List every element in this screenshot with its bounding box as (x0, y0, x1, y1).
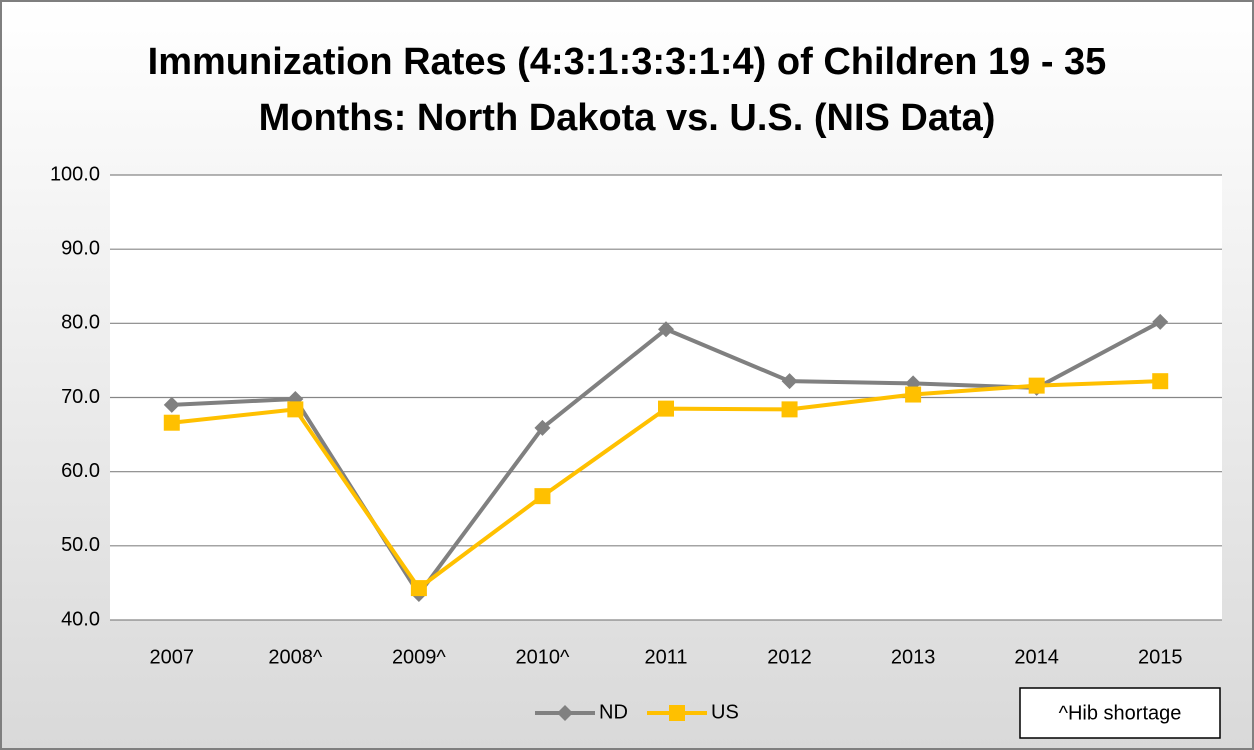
x-tick-label: 2007 (150, 646, 195, 668)
x-tick-label: 2013 (891, 646, 936, 668)
marker (1152, 313, 1169, 330)
x-tick-label: 2009^ (392, 646, 446, 668)
legend-label: US (711, 701, 739, 723)
marker (163, 414, 180, 431)
x-tick-label: 2010^ (515, 646, 569, 668)
marker (1028, 377, 1045, 394)
marker (163, 396, 180, 413)
marker (410, 580, 427, 597)
y-tick-label: 90.0 (61, 237, 100, 259)
marker (534, 488, 551, 505)
marker (1152, 373, 1169, 390)
y-tick-label: 80.0 (61, 312, 100, 334)
x-tick-label: 2008^ (268, 646, 322, 668)
marker (905, 386, 922, 403)
y-tick-label: 70.0 (61, 386, 100, 408)
annotation-box (1019, 687, 1221, 739)
x-tick-label: 2011 (644, 646, 687, 668)
marker (781, 401, 798, 418)
annotation: ^Hib shortage (1059, 702, 1182, 724)
legend-marker (557, 705, 573, 721)
marker (534, 419, 551, 436)
x-tick-label: 2012 (767, 646, 812, 668)
y-tick-label: 60.0 (61, 460, 100, 482)
x-tick-label: 2015 (1138, 646, 1183, 668)
x-tick-label: 2014 (1014, 646, 1059, 668)
legend-label: ND (599, 701, 628, 723)
legend-marker (669, 705, 685, 721)
y-tick-label: 50.0 (61, 534, 100, 556)
y-tick-label: 40.0 (61, 608, 100, 630)
y-tick-label: 100.0 (50, 163, 100, 185)
marker (658, 400, 674, 417)
chart-title: Immunization Rates (4:3:1:3:3:1:4) of Ch… (147, 41, 1107, 139)
marker (658, 321, 674, 338)
marker (781, 373, 798, 390)
marker (287, 401, 304, 418)
